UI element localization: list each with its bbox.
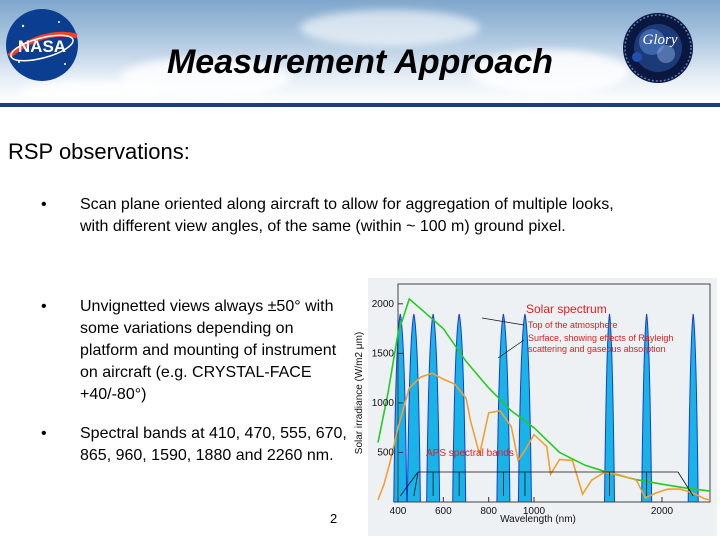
- y-tick-label: 500: [377, 447, 394, 458]
- page-title: Measurement Approach: [166, 43, 554, 81]
- series-group: [377, 297, 711, 501]
- bullet-marker: •: [41, 196, 47, 213]
- x-tick-label: 600: [435, 506, 452, 517]
- bands-leader-470: [413, 471, 419, 497]
- aps-band-670: [452, 313, 467, 503]
- aps-band-2260: [687, 313, 699, 503]
- legend-top-label: Top of the atmosphere: [528, 320, 618, 330]
- bullet-marker: •: [41, 298, 47, 315]
- series-line-0: [377, 297, 711, 492]
- legend-surface-leader: [497, 339, 525, 359]
- x-tick-label: 1000: [523, 506, 546, 517]
- solar-spectrum-chart: 400 600 800 1000 2000 500 1000 1500 2000 Waveleng…: [354, 278, 717, 536]
- series-line-1: [377, 372, 711, 501]
- section-subtitle: RSP observations:: [8, 139, 190, 164]
- header-banner: [0, 0, 720, 103]
- x-tick-label: 2000: [651, 506, 674, 517]
- x-tick-label: 400: [390, 506, 407, 517]
- svg-text:Glory: Glory: [643, 32, 678, 48]
- legend-title: Solar spectrum: [526, 302, 607, 316]
- svg-text:NASA: NASA: [18, 37, 66, 56]
- bands-label: APS spectral bands: [426, 448, 514, 459]
- y-tick-label: 2000: [372, 299, 395, 310]
- bullet-text: Unvignetted views always ±50° with some …: [80, 298, 337, 403]
- bullet-text: Scan plane oriented along aircraft to al…: [80, 196, 614, 235]
- bands-leader-2260: [677, 471, 694, 497]
- aps-band-865: [496, 313, 511, 503]
- y-axis-label: Solar irradiance (W/m2 μm): [354, 332, 365, 454]
- bullet-marker: •: [41, 425, 47, 442]
- aps-band-1590: [604, 313, 616, 503]
- annotations-group: Solar spectrum Top of the atmosphere Surfa…: [399, 302, 694, 497]
- y-tick-label: 1000: [372, 398, 395, 409]
- aps-band-470: [406, 313, 421, 503]
- x-axis-label: Wavelength (nm): [500, 514, 576, 525]
- y-tick-label: 1500: [372, 348, 395, 359]
- bullet-item-scan-plane: • Scan plane oriented along aircraft to …: [41, 194, 640, 238]
- aps-band-410: [393, 313, 408, 503]
- page-number: 2: [330, 511, 338, 526]
- bullet-item-spectral-bands: • Spectral bands at 410, 470, 555, 670, …: [41, 423, 348, 467]
- x-tick-label: 800: [480, 506, 497, 517]
- header-divider: [0, 103, 720, 107]
- bullet-item-views: • Unvignetted views always ±50° with som…: [41, 296, 348, 406]
- axes-group: 400 600 800 1000 2000 500 1000 1500 2000 Waveleng…: [354, 299, 674, 525]
- aps-band-1880: [641, 313, 653, 503]
- nasa-logo: NASA: [6, 9, 78, 81]
- aps-bands-group: [393, 313, 699, 503]
- bullet-text: Spectral bands at 410, 470, 555, 670, 86…: [80, 425, 347, 464]
- glory-mission-logo: Glory: [623, 13, 693, 83]
- chart-background: [368, 278, 717, 536]
- bands-leader-410: [399, 471, 419, 497]
- legend-top-leader: [481, 317, 525, 326]
- aps-band-555: [426, 313, 441, 503]
- plot-frame: [397, 283, 711, 503]
- legend-surface-label: Surface, showing effects of Rayleigh scat…: [528, 333, 673, 354]
